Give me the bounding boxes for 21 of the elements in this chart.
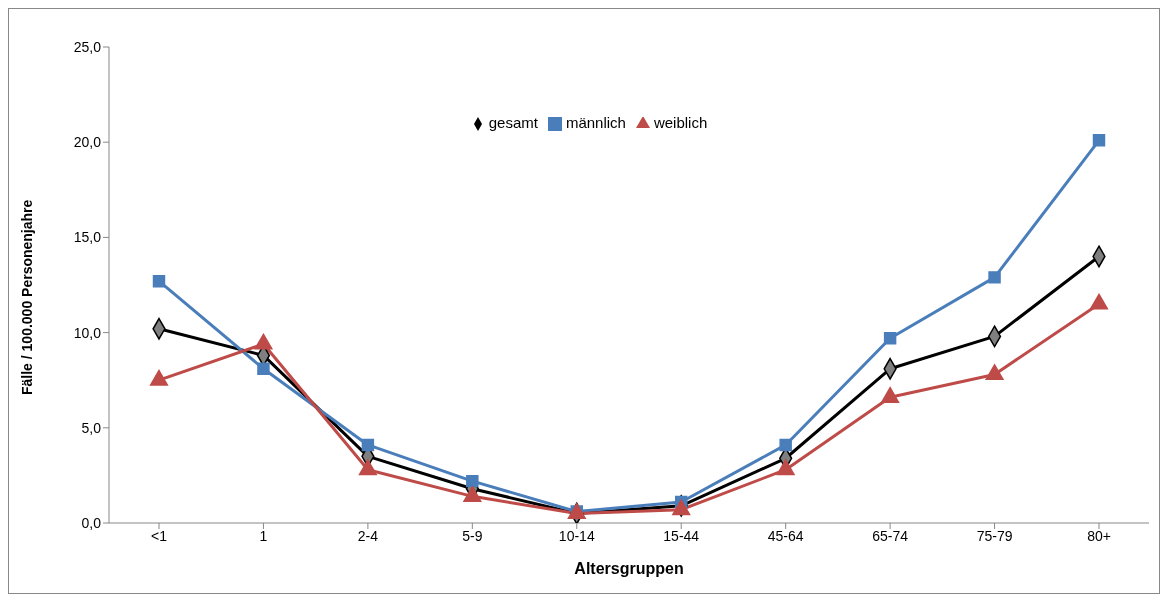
legend-label: gesamt <box>488 114 538 131</box>
x-tick-label: 80+ <box>1087 527 1111 544</box>
legend-label: weiblich <box>653 114 708 131</box>
x-tick-label: 2-4 <box>357 527 379 544</box>
y-tick-label: 0,0 <box>81 514 102 531</box>
x-tick-label: 5-9 <box>462 527 483 544</box>
legend-label: männlich <box>565 114 626 131</box>
y-tick-label: 5,0 <box>81 419 102 436</box>
x-tick-label: 75-79 <box>976 527 1013 544</box>
x-axis-title: Altersgruppen <box>574 560 684 578</box>
x-tick-label: <1 <box>151 527 168 544</box>
y-axis-title: Fälle / 100.000 Personenjahre <box>18 199 35 395</box>
y-tick-label: 10,0 <box>73 324 102 341</box>
y-tick-label: 25,0 <box>73 38 102 55</box>
x-tick-label: 1 <box>259 527 268 544</box>
x-tick-label: 15-44 <box>663 527 700 544</box>
y-tick-label: 20,0 <box>73 134 102 151</box>
x-tick-label: 45-64 <box>767 527 804 544</box>
y-tick-label: 15,0 <box>73 229 102 246</box>
x-tick-label: 65-74 <box>872 527 909 544</box>
x-tick-label: 10-14 <box>558 527 595 544</box>
